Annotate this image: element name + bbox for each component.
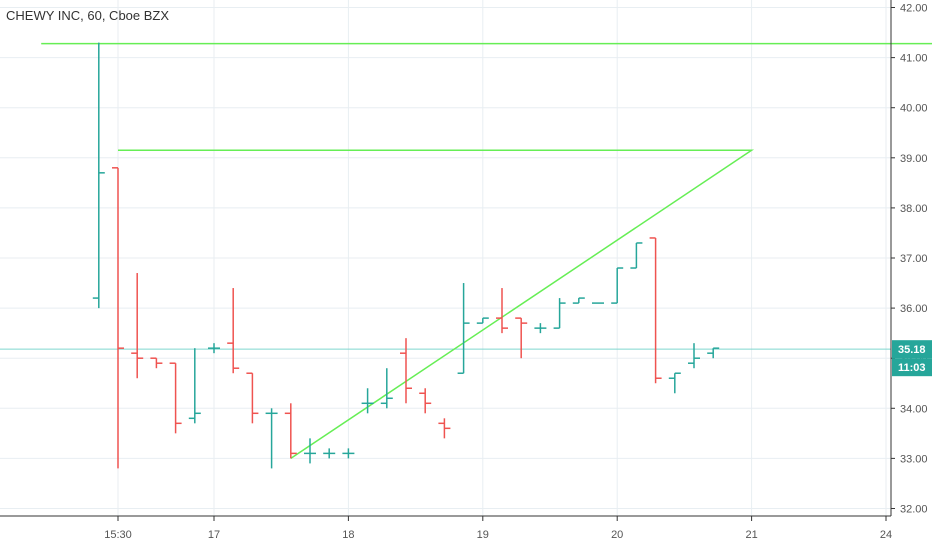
ohlc-bar [188,348,201,424]
x-tick-label: 18 [342,529,354,541]
ohlc-bar [169,362,182,434]
price-badge [892,340,932,359]
ohlc-bar [553,298,566,329]
y-tick-label: 36.00 [900,303,928,315]
x-tick-label: 20 [611,529,623,541]
chart-bars [92,42,720,469]
ohlc-bar [92,42,105,309]
ohlc-bar [227,288,240,374]
ohlc-bar [649,237,662,384]
ohlc-bar [707,347,720,359]
ohlc-bar [668,372,681,394]
y-tick-label: 33.00 [900,453,928,465]
chart-badges: 35.18 11:03 [892,340,932,377]
ohlc-bar [534,323,547,334]
triangle-drawing [118,149,755,460]
ohlc-bar [265,408,278,469]
ohlc-bar [246,372,259,424]
y-tick-label: 38.00 [900,203,928,215]
y-tick-label: 39.00 [900,153,928,165]
countdown-badge [892,358,932,377]
ohlc-bar [131,273,144,379]
ohlc-bar [457,283,470,374]
ohlc-bar [150,357,163,369]
ohlc-bar [419,388,432,414]
y-tick-label: 32.00 [900,503,928,515]
x-tick-label: 24 [880,529,892,541]
ohlc-bar [496,288,508,334]
ohlc-bar [400,338,412,404]
y-tick-label: 40.00 [900,103,928,115]
ohlc-bar [515,317,528,359]
ohlc-bar [208,343,220,354]
price-badge-label: 35.18 [898,344,926,356]
ohlc-bar [112,167,124,469]
chart-title: CHEWY INC, 60, Cboe BZX [6,8,170,23]
chart-axes: 32.0033.0034.0035.0036.0037.0038.0039.00… [0,0,928,541]
x-tick-label: 17 [208,529,220,541]
ohlc-bar [380,368,393,409]
x-tick-label: 15:30 [104,529,132,541]
y-tick-label: 41.00 [900,53,928,65]
y-tick-label: 42.00 [900,3,928,15]
ohlc-bar [688,343,700,369]
y-tick-label: 37.00 [900,253,928,265]
ohlc-bar [438,418,451,439]
y-tick-label: 34.00 [900,403,928,415]
ohlc-bar [284,403,297,459]
ohlc-bar [342,448,355,459]
ohlc-bar [476,317,489,324]
ohlc-bar [572,297,585,304]
ohlc-bar [361,388,374,414]
ohlc-bar [304,438,316,464]
x-tick-label: 19 [477,529,489,541]
chart-grid [0,0,891,516]
chart-drawings [41,42,932,460]
ohlc-bar [611,267,624,304]
countdown-badge-label: 11:03 [898,362,926,374]
ohlc-bar [630,242,643,269]
x-tick-label: 21 [745,529,757,541]
ohlc-bar [323,448,336,459]
